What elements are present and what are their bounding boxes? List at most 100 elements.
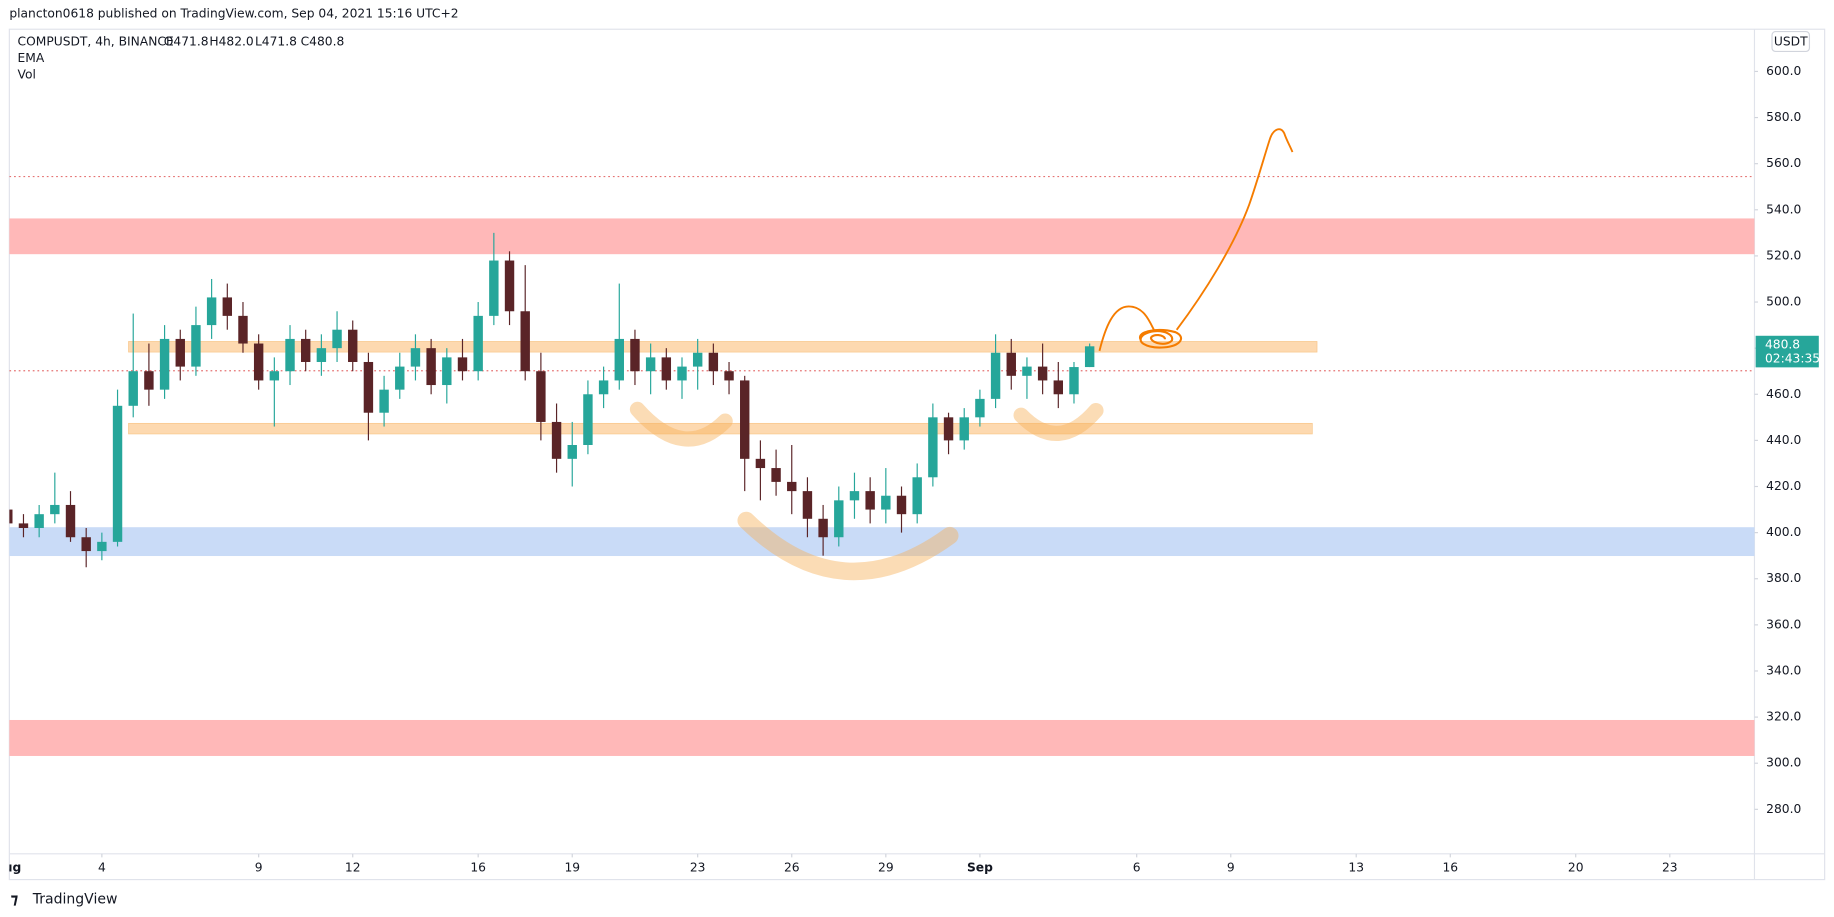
candle-body	[504, 260, 515, 312]
x-tick-label: 29	[878, 860, 894, 874]
candle-body	[97, 541, 107, 552]
candle-body	[128, 371, 138, 406]
candle-body	[598, 380, 609, 395]
price-badge	[1755, 335, 1819, 368]
x-tick-label: 16	[1442, 860, 1458, 874]
x-tick-label: 6	[1133, 860, 1141, 874]
candle-body	[395, 366, 405, 390]
candle-body	[222, 297, 233, 316]
candle-body	[771, 468, 781, 482]
candle-body	[677, 366, 687, 381]
x-tick-label: 13	[1348, 860, 1364, 874]
zone	[9, 527, 1755, 557]
candle-body	[348, 329, 358, 362]
candle-body	[238, 315, 248, 344]
candle-body	[253, 343, 264, 381]
price-badge-label: 480.8	[1765, 338, 1800, 352]
y-tick-label: 280.0	[1766, 802, 1801, 816]
candle-body	[175, 338, 185, 367]
candle-body	[865, 491, 875, 510]
candle-body	[708, 352, 719, 372]
zone	[9, 218, 1755, 255]
x-tick-label: 23	[690, 860, 706, 874]
x-tick-label: 4	[98, 860, 106, 874]
candle-body	[18, 523, 29, 529]
candle-body	[990, 352, 1001, 399]
x-tick-label: 9	[1227, 860, 1235, 874]
y-tick-label: 440.0	[1766, 433, 1801, 447]
currency[interactable]: USDT	[1774, 35, 1808, 49]
candle-body	[363, 361, 374, 413]
candle-body	[1084, 346, 1095, 368]
frame	[8, 28, 1826, 881]
time-axis: Aug 4 9 12 16 19 23 26 29 Sep 6 9 13 16 20 23	[9, 853, 1678, 874]
candle-body	[661, 357, 672, 381]
y-tick-label: 400.0	[1766, 525, 1801, 539]
candle-body	[442, 357, 452, 386]
x-tick-label: Sep	[967, 860, 993, 874]
ohlc-label: H482.0	[209, 35, 253, 49]
candle-body	[755, 458, 766, 469]
x-tick-label: 20	[1568, 860, 1584, 874]
candle-body	[457, 357, 468, 372]
y-tick-label: 540.0	[1766, 202, 1801, 216]
y-tick-label: 300.0	[1766, 756, 1801, 770]
ohlc-label: O471.8	[164, 35, 209, 49]
candle-body	[536, 371, 546, 422]
candle-body	[410, 348, 421, 367]
candle-body	[818, 518, 828, 538]
candle-body	[9, 509, 13, 524]
candle-body	[206, 297, 217, 326]
x-tick-label: 12	[345, 860, 361, 874]
y-tick-label: 460.0	[1766, 387, 1801, 401]
indicator-label: EMA	[18, 51, 45, 65]
candle-body	[614, 338, 624, 381]
candle-body	[1053, 380, 1064, 395]
publisher: plancton0618 published on TradingView.co…	[9, 7, 458, 21]
y-tick-label: 340.0	[1766, 663, 1801, 677]
candle-body	[159, 338, 170, 390]
drawing-arrow	[1175, 128, 1294, 331]
x-tick-label: 26	[784, 860, 800, 874]
candle-body	[489, 260, 499, 316]
y-tick-label: 520.0	[1766, 248, 1801, 262]
candle-body	[787, 481, 797, 492]
candle-body	[724, 371, 734, 381]
candle-body	[65, 504, 76, 538]
y-tick-label: 380.0	[1766, 571, 1801, 585]
candle-body	[943, 417, 954, 441]
candle-body	[316, 348, 327, 362]
candle-body	[567, 444, 577, 459]
candle-body	[583, 394, 593, 445]
candle-body	[975, 398, 985, 418]
countdown: 02:43:35	[1765, 352, 1820, 366]
zone	[9, 719, 1755, 756]
candle-body	[896, 495, 907, 515]
candle-body	[551, 421, 562, 459]
candle-body	[379, 389, 389, 413]
y-tick-label: 320.0	[1766, 710, 1801, 724]
candle-body	[928, 417, 938, 478]
candle-body	[426, 348, 436, 386]
candle-body	[692, 352, 703, 367]
drawing-arc	[1013, 402, 1104, 441]
ohlc-label: C480.8	[301, 35, 345, 49]
candle-body	[1022, 366, 1032, 376]
candle-body	[50, 504, 60, 515]
x-tick-label: 9	[255, 860, 263, 874]
y-tick-label: 500.0	[1766, 295, 1801, 309]
candle-body	[112, 405, 123, 542]
x-tick-label: 16	[470, 860, 486, 874]
candle-body	[269, 371, 280, 381]
currency-box[interactable]	[1771, 30, 1811, 53]
y-tick-label: 360.0	[1766, 617, 1801, 631]
drawings	[629, 128, 1294, 581]
candle-body	[802, 491, 813, 519]
candle-body	[630, 338, 640, 372]
candle-body	[81, 537, 91, 552]
candle-body	[473, 315, 483, 372]
candle-body	[849, 491, 860, 501]
indicator-label: Vol	[18, 67, 36, 81]
